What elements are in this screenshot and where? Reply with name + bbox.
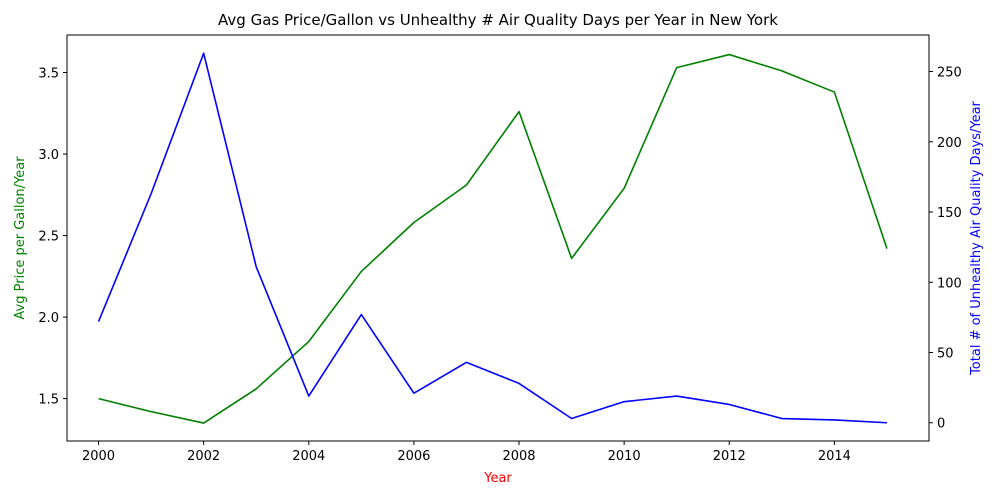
chart-title: Avg Gas Price/Gallon vs Unhealthy # Air … bbox=[218, 11, 778, 29]
left-tick-label: 3.5 bbox=[38, 67, 59, 82]
plot-frame bbox=[66, 34, 930, 442]
x-tick-label: 2014 bbox=[818, 449, 851, 464]
unhealthy-days-line bbox=[97, 52, 887, 424]
x-tick-label: 2002 bbox=[187, 449, 220, 464]
left-tick-label: 2.0 bbox=[38, 311, 59, 326]
series-layer bbox=[97, 52, 888, 424]
x-tick-label: 2012 bbox=[713, 449, 746, 464]
left-tick-label: 2.5 bbox=[38, 230, 59, 245]
gas-price-line bbox=[98, 53, 888, 424]
x-tick-label: 2000 bbox=[82, 449, 115, 464]
right-tick-label: 200 bbox=[937, 136, 962, 151]
right-tick-label: 50 bbox=[937, 346, 954, 361]
axes-layer: 2000 2002 2004 2006 2008 2010 2012 20141.52.02.… bbox=[38, 66, 962, 464]
right-tick-label: 100 bbox=[937, 276, 962, 291]
left-tick-label: 3.0 bbox=[38, 148, 59, 163]
x-tick-label: 2008 bbox=[502, 449, 535, 464]
right-tick-label: 0 bbox=[937, 417, 945, 432]
right-tick-label: 250 bbox=[937, 66, 962, 81]
x-tick-label: 2006 bbox=[397, 449, 430, 464]
x-tick-label: 2004 bbox=[292, 449, 325, 464]
left-tick-label: 1.5 bbox=[38, 393, 59, 408]
left-axis-title: Avg Price per Gallon/Year bbox=[13, 156, 28, 320]
right-tick-label: 150 bbox=[937, 206, 962, 221]
x-axis-title: Year bbox=[483, 471, 512, 486]
right-axis-title: Total # of Unhealthy Air Quality Days/Ye… bbox=[969, 100, 984, 375]
x-tick-label: 2010 bbox=[608, 449, 641, 464]
